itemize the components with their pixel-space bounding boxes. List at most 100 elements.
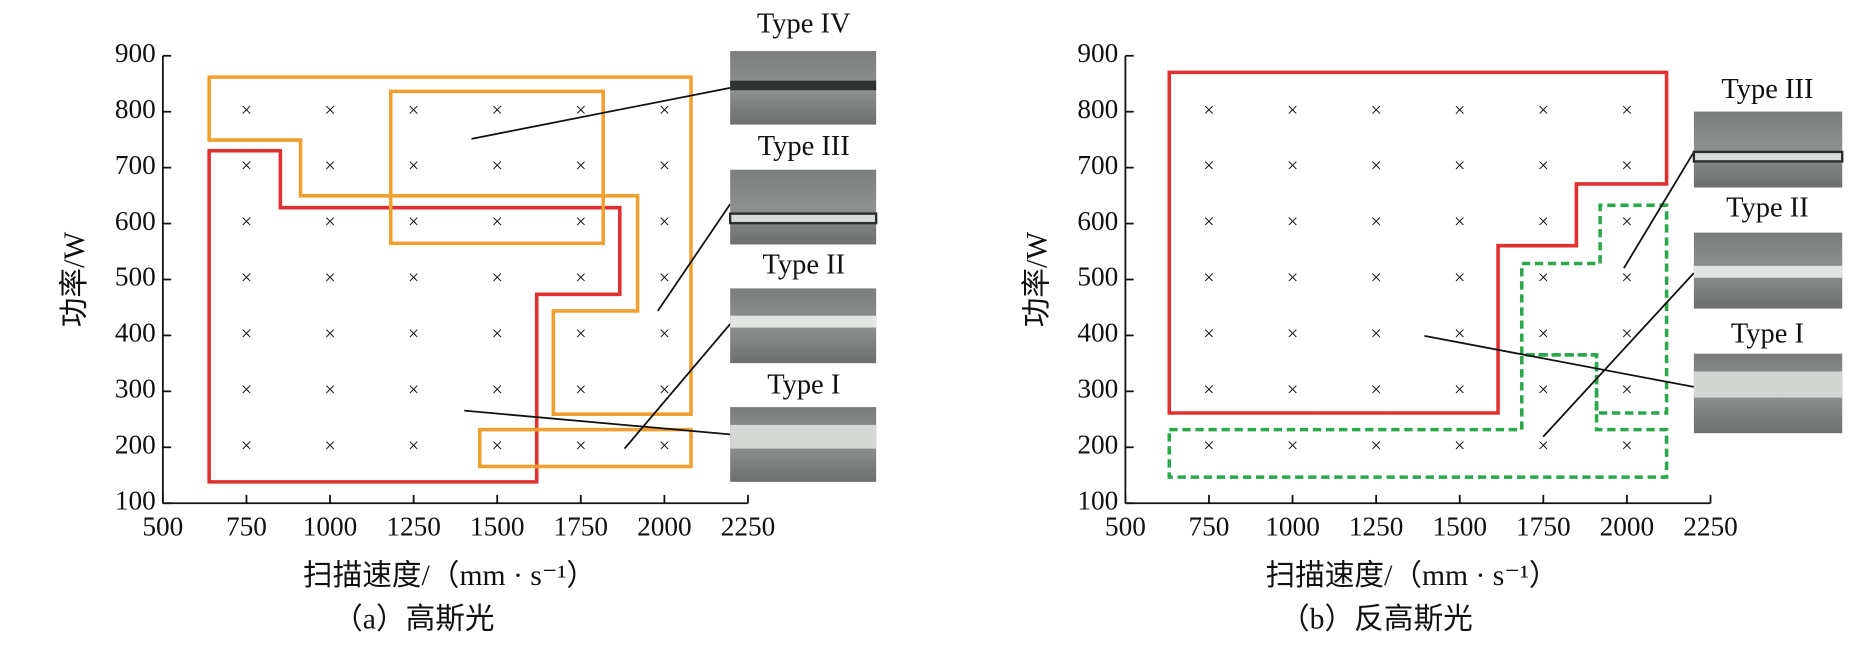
leader	[1542, 272, 1695, 438]
x-tick-label: 1000	[1265, 512, 1320, 542]
micrographs	[1692, 111, 1844, 434]
y-tick-label: 800	[1077, 94, 1118, 124]
point: ×	[241, 155, 252, 177]
point: ×	[1203, 211, 1214, 233]
track	[730, 80, 877, 91]
y-tick-label: 300	[1077, 374, 1118, 404]
x-tick-label: 1500	[1432, 512, 1487, 542]
y-axis-label: 功率/W	[1021, 232, 1054, 328]
point: ×	[1538, 99, 1549, 121]
point: ×	[1538, 435, 1549, 457]
point: ×	[492, 211, 503, 233]
point: ×	[1621, 379, 1632, 401]
caption: （a）高斯光	[333, 603, 494, 636]
y-tick-label: 600	[1077, 206, 1118, 236]
point: ×	[241, 267, 252, 289]
y-tick-label: 500	[1077, 262, 1118, 292]
track	[1693, 371, 1843, 398]
region	[1520, 203, 1669, 415]
annotation: Type IV	[757, 9, 851, 40]
track	[1693, 265, 1843, 278]
point: ×	[1370, 379, 1381, 401]
x-tick-label: 2000	[637, 512, 692, 542]
point: ×	[1370, 99, 1381, 121]
x-tick-label: 1750	[1516, 512, 1571, 542]
point: ×	[1287, 99, 1298, 121]
y-tick-label: 500	[115, 262, 156, 292]
point: ×	[241, 379, 252, 401]
annotation: Type I	[767, 369, 840, 400]
point: ×	[1621, 267, 1632, 289]
point: ×	[659, 323, 670, 345]
micrograph	[1693, 111, 1843, 188]
leader	[1623, 151, 1695, 269]
point: ×	[575, 267, 586, 289]
point: ×	[1538, 155, 1549, 177]
point: ×	[241, 99, 252, 121]
y-tick-label: 200	[115, 430, 156, 460]
micrograph	[730, 169, 877, 245]
point: ×	[1538, 323, 1549, 345]
point: ×	[1538, 379, 1549, 401]
point: ×	[659, 379, 670, 401]
annotation: Type III	[758, 131, 850, 162]
x-tick-label: 750	[226, 512, 267, 542]
region	[1167, 70, 1669, 415]
annotation: Type I	[1731, 318, 1804, 349]
point: ×	[659, 435, 670, 457]
point: ×	[492, 379, 503, 401]
point: ×	[1621, 155, 1632, 177]
region	[1167, 353, 1669, 479]
point: ×	[659, 99, 670, 121]
x-tick-label: 1750	[554, 512, 609, 542]
point: ×	[408, 267, 419, 289]
point: ×	[324, 267, 335, 289]
annotation: Type II	[762, 250, 845, 281]
annotation: Type III	[1721, 74, 1813, 105]
point: ×	[324, 99, 335, 121]
point: ×	[324, 379, 335, 401]
x-tick-label: 2000	[1600, 512, 1655, 542]
y-tick-label: 400	[1077, 318, 1118, 348]
point: ×	[492, 155, 503, 177]
region	[477, 427, 693, 469]
x-tick-label: 1250	[386, 512, 441, 542]
y-axis-label: 功率/W	[58, 232, 91, 328]
point: ×	[241, 323, 252, 345]
point: ×	[1538, 267, 1549, 289]
leader	[464, 409, 731, 436]
point: ×	[1454, 211, 1465, 233]
point: ×	[1203, 155, 1214, 177]
y-tick-label: 900	[1077, 38, 1118, 68]
point: ×	[1454, 379, 1465, 401]
point: ×	[575, 211, 586, 233]
region	[207, 148, 622, 484]
point: ×	[492, 267, 503, 289]
point: ×	[1203, 379, 1214, 401]
x-tick-label: 2250	[721, 512, 776, 542]
point: ×	[1454, 99, 1465, 121]
track	[730, 315, 877, 328]
point: ×	[1621, 435, 1632, 457]
point: ×	[1621, 323, 1632, 345]
point: ×	[408, 323, 419, 345]
point: ×	[1287, 211, 1298, 233]
point: ×	[1287, 323, 1298, 345]
point: ×	[1370, 211, 1381, 233]
point: ×	[1370, 267, 1381, 289]
point: ×	[324, 155, 335, 177]
x-tick-label: 1000	[303, 512, 358, 542]
point: ×	[1621, 211, 1632, 233]
point: ×	[1370, 323, 1381, 345]
point: ×	[1370, 155, 1381, 177]
y-tick-label: 900	[115, 38, 156, 68]
point: ×	[1287, 435, 1298, 457]
point: ×	[1370, 435, 1381, 457]
point: ×	[1454, 323, 1465, 345]
annotation: Type II	[1726, 193, 1809, 224]
caption: （b）反高斯光	[1280, 603, 1473, 636]
point: ×	[1287, 155, 1298, 177]
point: ×	[324, 211, 335, 233]
point: ×	[324, 323, 335, 345]
